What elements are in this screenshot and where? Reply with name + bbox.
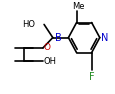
Text: B: B — [55, 33, 61, 43]
Text: O: O — [43, 43, 50, 52]
Text: OH: OH — [43, 57, 56, 66]
Text: F: F — [88, 72, 94, 82]
Text: Me: Me — [72, 2, 84, 11]
Text: HO: HO — [22, 20, 34, 29]
Text: N: N — [100, 33, 107, 43]
